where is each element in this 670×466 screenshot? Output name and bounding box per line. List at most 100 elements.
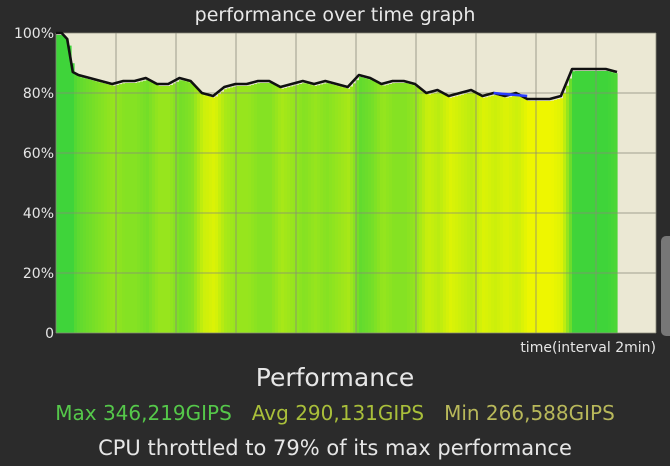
y-tick-label: 20% <box>23 266 54 282</box>
heat-band <box>56 35 60 333</box>
heat-band <box>581 71 585 333</box>
heat-band <box>512 96 516 334</box>
heat-band <box>593 71 597 333</box>
heat-band <box>80 77 84 333</box>
heat-band <box>527 100 531 333</box>
heat-band <box>542 101 546 333</box>
throttle-message: CPU throttled to 79% of its max performa… <box>98 436 572 460</box>
heat-band <box>179 80 183 333</box>
heat-band <box>320 84 324 333</box>
heat-band <box>155 84 159 333</box>
heat-band <box>578 71 582 333</box>
heat-band <box>452 97 456 333</box>
heat-band <box>347 88 351 333</box>
max-stat: Max 346,219GIPS <box>55 401 232 425</box>
heat-band <box>248 85 252 333</box>
heat-band <box>515 95 519 333</box>
heat-band <box>167 86 171 333</box>
heat-band <box>584 71 588 333</box>
heat-band <box>464 93 468 333</box>
heat-band <box>404 83 408 333</box>
heat-band <box>407 83 411 333</box>
y-tick-label: 40% <box>23 206 54 222</box>
heat-band <box>377 83 381 334</box>
x-axis-label: time(interval 2min) <box>520 340 656 356</box>
heat-band <box>284 88 288 333</box>
heat-band <box>539 101 543 333</box>
heat-band <box>524 99 528 333</box>
heat-band <box>353 83 357 334</box>
heat-band <box>446 96 450 333</box>
heat-band <box>590 71 594 333</box>
heat-band <box>380 85 384 334</box>
heat-band <box>68 45 72 334</box>
heat-band <box>575 71 579 333</box>
heat-band <box>332 84 336 334</box>
y-axis-ticks: 0 20% 40% 60% 80% 100% <box>14 26 54 342</box>
heat-band <box>77 76 81 333</box>
heat-band <box>500 96 504 333</box>
heat-band <box>290 86 294 333</box>
heat-band <box>398 83 402 333</box>
performance-heading: Performance <box>255 363 415 392</box>
heat-band <box>506 97 510 334</box>
heat-band <box>437 92 441 333</box>
heat-band <box>278 87 282 333</box>
heat-band <box>89 79 93 333</box>
heat-band <box>173 83 177 333</box>
heat-band <box>245 86 249 333</box>
heat-band <box>536 101 540 333</box>
graph-title: performance over time graph <box>194 4 476 26</box>
heat-band <box>476 94 480 333</box>
heat-band <box>560 98 564 334</box>
heat-band <box>503 97 507 334</box>
heat-band <box>230 87 234 333</box>
heat-band <box>161 86 165 333</box>
heat-band <box>71 63 75 334</box>
heat-band <box>368 79 372 334</box>
heat-band <box>548 101 552 333</box>
heat-band <box>149 81 153 333</box>
heat-band <box>107 84 111 334</box>
heat-band <box>425 93 429 333</box>
heat-band <box>344 88 348 334</box>
heat-band <box>443 94 447 333</box>
y-tick-label: 100% <box>14 26 54 42</box>
scrollbar-handle[interactable] <box>661 236 670 336</box>
heat-band <box>341 87 345 333</box>
heat-band <box>569 78 573 333</box>
heat-band <box>203 95 207 333</box>
heat-band <box>383 85 387 334</box>
heat-band <box>509 96 513 333</box>
heat-band <box>125 83 129 333</box>
heat-band <box>554 99 558 334</box>
heat-band <box>98 82 102 333</box>
heat-band <box>359 77 363 333</box>
heat-band <box>116 84 120 334</box>
heat-band <box>308 84 312 334</box>
heat-band <box>605 71 609 333</box>
heat-band <box>488 96 492 334</box>
heat-band <box>596 71 600 333</box>
heat-band <box>461 94 465 333</box>
heat-band <box>338 86 342 334</box>
heat-band <box>269 83 273 333</box>
heat-band <box>83 78 87 333</box>
heat-band <box>410 84 414 333</box>
heat-band <box>275 86 279 333</box>
heat-band <box>362 77 366 334</box>
heat-band <box>281 88 285 333</box>
heat-band <box>218 94 222 334</box>
heat-band <box>611 72 615 333</box>
heat-band <box>134 83 138 333</box>
heat-band <box>395 83 399 333</box>
heat-band <box>551 100 555 333</box>
heat-band <box>371 80 375 334</box>
heat-band <box>416 86 420 333</box>
heat-band <box>389 83 393 333</box>
heat-band <box>566 85 570 334</box>
heat-band <box>263 83 267 333</box>
heat-band <box>518 96 522 333</box>
heat-band <box>602 71 606 333</box>
heat-band <box>212 97 216 333</box>
